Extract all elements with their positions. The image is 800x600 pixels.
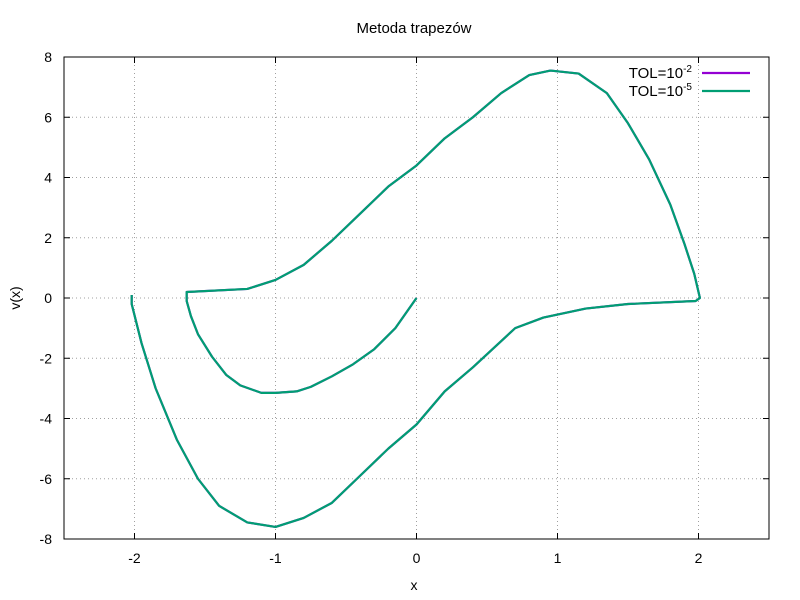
- ticks: [64, 56, 769, 540]
- y-tick-label: 2: [44, 230, 52, 246]
- y-tick-label: 8: [44, 49, 52, 65]
- y-tick-label: 4: [44, 170, 52, 186]
- legend-label-2: TOL=10-5: [629, 82, 693, 100]
- series-line-2: [130, 69, 702, 529]
- x-tick-label: -2: [128, 550, 141, 566]
- x-tick-label: 0: [413, 550, 421, 566]
- x-tick-label: 2: [695, 550, 703, 566]
- y-tick-label: 6: [44, 109, 52, 125]
- x-tick-label: -1: [269, 550, 282, 566]
- y-tick-label: 0: [44, 290, 52, 306]
- tick-labels: -2 -1 0 1 2 -8 -6 -4 -2 0 2 4 6 8: [40, 49, 703, 566]
- y-tick-label: -4: [40, 411, 53, 427]
- y-tick-label: -2: [40, 350, 53, 366]
- x-axis-label: x: [411, 577, 418, 593]
- series: [130, 69, 702, 529]
- y-axis-label: v(x): [7, 286, 23, 309]
- y-tick-label: -6: [40, 471, 53, 487]
- x-tick-label: 1: [554, 550, 562, 566]
- legend-label-1: TOL=10-2: [629, 64, 693, 82]
- y-tick-label: -8: [40, 531, 53, 547]
- chart-title: Metoda trapezów: [356, 20, 471, 37]
